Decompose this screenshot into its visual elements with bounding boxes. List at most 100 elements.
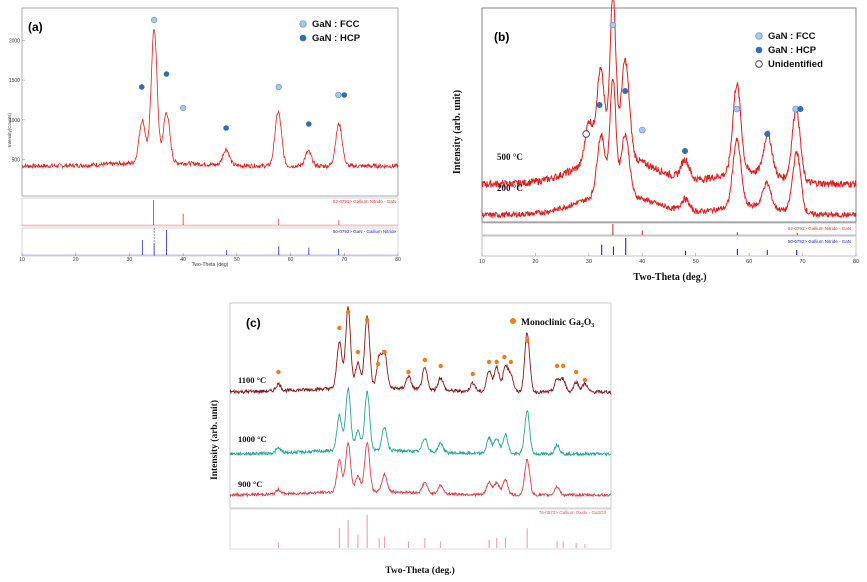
ga2o3-peak-marker [582, 377, 588, 383]
panel-b-xlabel: Two-Theta (deg.) [633, 272, 706, 283]
panel-a-ref1-label: 52-0791> Gallium Nitride - GaN [333, 199, 396, 204]
panel-c-ref-label: 76-0573> Gallium Oxide - Ga2O3 [539, 510, 607, 515]
hcp-peak-marker [341, 92, 348, 98]
fcc-peak-marker [335, 91, 342, 99]
panel-a-xlabel: Two-Theta (deg) [192, 262, 229, 268]
panel-b-legend-unidentified: Unidentified [768, 59, 823, 70]
panel-a-legend-hcp: GaN : HCP [312, 33, 361, 44]
panel-b-main-frame [481, 7, 857, 223]
hcp-marker-icon [299, 34, 307, 42]
panel-c-legend-ga2o3: Monoclinic Ga2O3 [521, 318, 594, 329]
panel-c-xlabel: Two-Theta (deg.) [385, 565, 454, 576]
panel-c-legend: Monoclinic Ga2O3 [510, 318, 594, 329]
panel-c: (c) Intensity (arb. unit) Two-Theta (deg… [209, 302, 612, 576]
panel-c-ref-frame [229, 508, 612, 550]
panel-a-y-tick-label: 500 [12, 158, 21, 164]
ga2o3-peak-marker [554, 363, 560, 369]
unidentified-peak-marker [582, 130, 590, 138]
panel-b-ylabel: Intensity (arb. unit) [452, 90, 463, 174]
panel-b-x-tick-label: 20 [532, 259, 538, 265]
panel-c-series-900-label: 900 °C [238, 479, 262, 489]
ga2o3-peak-marker [560, 363, 566, 369]
panel-b-x-tick-label: 40 [639, 259, 645, 265]
panel-b-x-ticks: 10 20 30 40 50 60 70 80 [479, 253, 859, 265]
panel-a: (a) Intensity(Counts) Two-Theta (deg) 50… [7, 7, 401, 268]
panel-c-trace-1000 [229, 386, 612, 458]
ga2o3-marker-icon [510, 318, 516, 324]
panel-a-x-tick-label: 40 [180, 257, 186, 263]
hcp-peak-marker [223, 125, 229, 131]
panel-a-label: (a) [28, 20, 43, 34]
fcc-marker-icon [755, 32, 763, 40]
panel-b-ref1-label: 52-0791> Gallium Nitride - GaN [788, 226, 851, 231]
ga2o3-peak-marker [470, 371, 475, 377]
ga2o3-peak-marker [508, 359, 514, 365]
ga2o3-peak-marker [438, 363, 443, 369]
fcc-peak-marker [275, 83, 282, 91]
fcc-peak-marker [180, 104, 187, 112]
panel-a-legend: GaN : FCC GaN : HCP [299, 19, 361, 44]
ga2o3-peak-marker [276, 369, 281, 375]
fcc-peak-marker [733, 105, 741, 113]
unidentified-marker-icon [755, 60, 763, 68]
hcp-marker-icon [755, 46, 763, 54]
panel-a-main-frame [21, 7, 399, 197]
panel-b-trace-200 [481, 78, 857, 219]
panel-b-legend-fcc: GaN : FCC [768, 31, 816, 42]
hcp-peak-marker [163, 71, 170, 77]
panel-b-trace-500 [481, 0, 857, 189]
panel-a-x-tick-label: 20 [73, 257, 79, 263]
panel-a-y-tick-label: 1000 [9, 118, 20, 124]
panel-c-main-frame [229, 302, 612, 509]
panel-c-ylabel: Intensity (arb. unit) [209, 400, 220, 480]
ga2o3-peak-marker [364, 317, 370, 323]
hcp-peak-marker [596, 102, 603, 108]
panel-a-legend-fcc: GaN : FCC [312, 19, 360, 30]
ga2o3-peak-marker [375, 361, 381, 367]
ga2o3-peak-marker [524, 338, 530, 344]
ga2o3-peak-marker [337, 325, 342, 331]
panel-b-ref2-label: 50-0792> Gallium Nitride - GaN [788, 239, 851, 244]
panel-a-reference-lines [22, 200, 398, 256]
ga2o3-peak-marker [573, 369, 579, 375]
panel-a-y-ticks: 500 1000 1500 2000 [9, 38, 25, 164]
panel-b-x-tick-label: 50 [693, 259, 699, 265]
hcp-peak-marker [306, 121, 312, 127]
ga2o3-peak-marker [494, 359, 499, 365]
panel-b-ref2-frame [481, 235, 857, 257]
panel-b-reference-lines [601, 224, 798, 255]
panel-c-peak-markers [276, 309, 588, 383]
fcc-marker-icon [299, 20, 307, 28]
panel-b-peak-markers [582, 21, 804, 154]
panel-b-label: (b) [494, 30, 509, 44]
panel-b-ref1-frame [481, 222, 857, 236]
panel-c-series-1100-label: 1100 °C [238, 375, 266, 385]
panel-c-trace-900 [229, 441, 612, 498]
panel-a-x-tick-label: 30 [127, 257, 133, 263]
hcp-peak-marker [764, 131, 771, 137]
panel-a-x-tick-label: 50 [234, 257, 240, 263]
panel-c-trace-1100 [229, 306, 612, 395]
panel-b-series-200-label: 200 °C [497, 183, 523, 193]
ga2o3-peak-marker [406, 369, 411, 375]
hcp-peak-marker [797, 106, 804, 112]
panel-b-x-tick-label: 60 [746, 259, 752, 265]
panel-c-label: (c) [246, 316, 261, 330]
hcp-peak-marker [682, 148, 689, 154]
panel-a-x-tick-label: 70 [342, 257, 348, 263]
panel-a-y-tick-label: 2000 [9, 38, 20, 44]
hcp-peak-marker [138, 84, 145, 90]
panel-b-x-tick-label: 30 [586, 259, 592, 265]
panel-a-trace [21, 29, 399, 170]
panel-a-x-tick-label: 10 [19, 257, 25, 263]
ga2o3-peak-marker [355, 349, 361, 355]
fcc-peak-marker [609, 21, 617, 29]
ga2o3-peak-marker [382, 349, 387, 355]
panel-a-x-ticks: 10 20 30 40 50 60 70 80 [19, 253, 401, 263]
panel-b-legend-hcp: GaN : HCP [768, 45, 817, 56]
panel-b: (b) Intensity (arb. unit) Two-Theta (deg… [452, 0, 859, 283]
hcp-peak-marker [622, 88, 629, 94]
ga2o3-peak-marker [345, 309, 351, 315]
panel-a-peak-markers [138, 16, 348, 131]
